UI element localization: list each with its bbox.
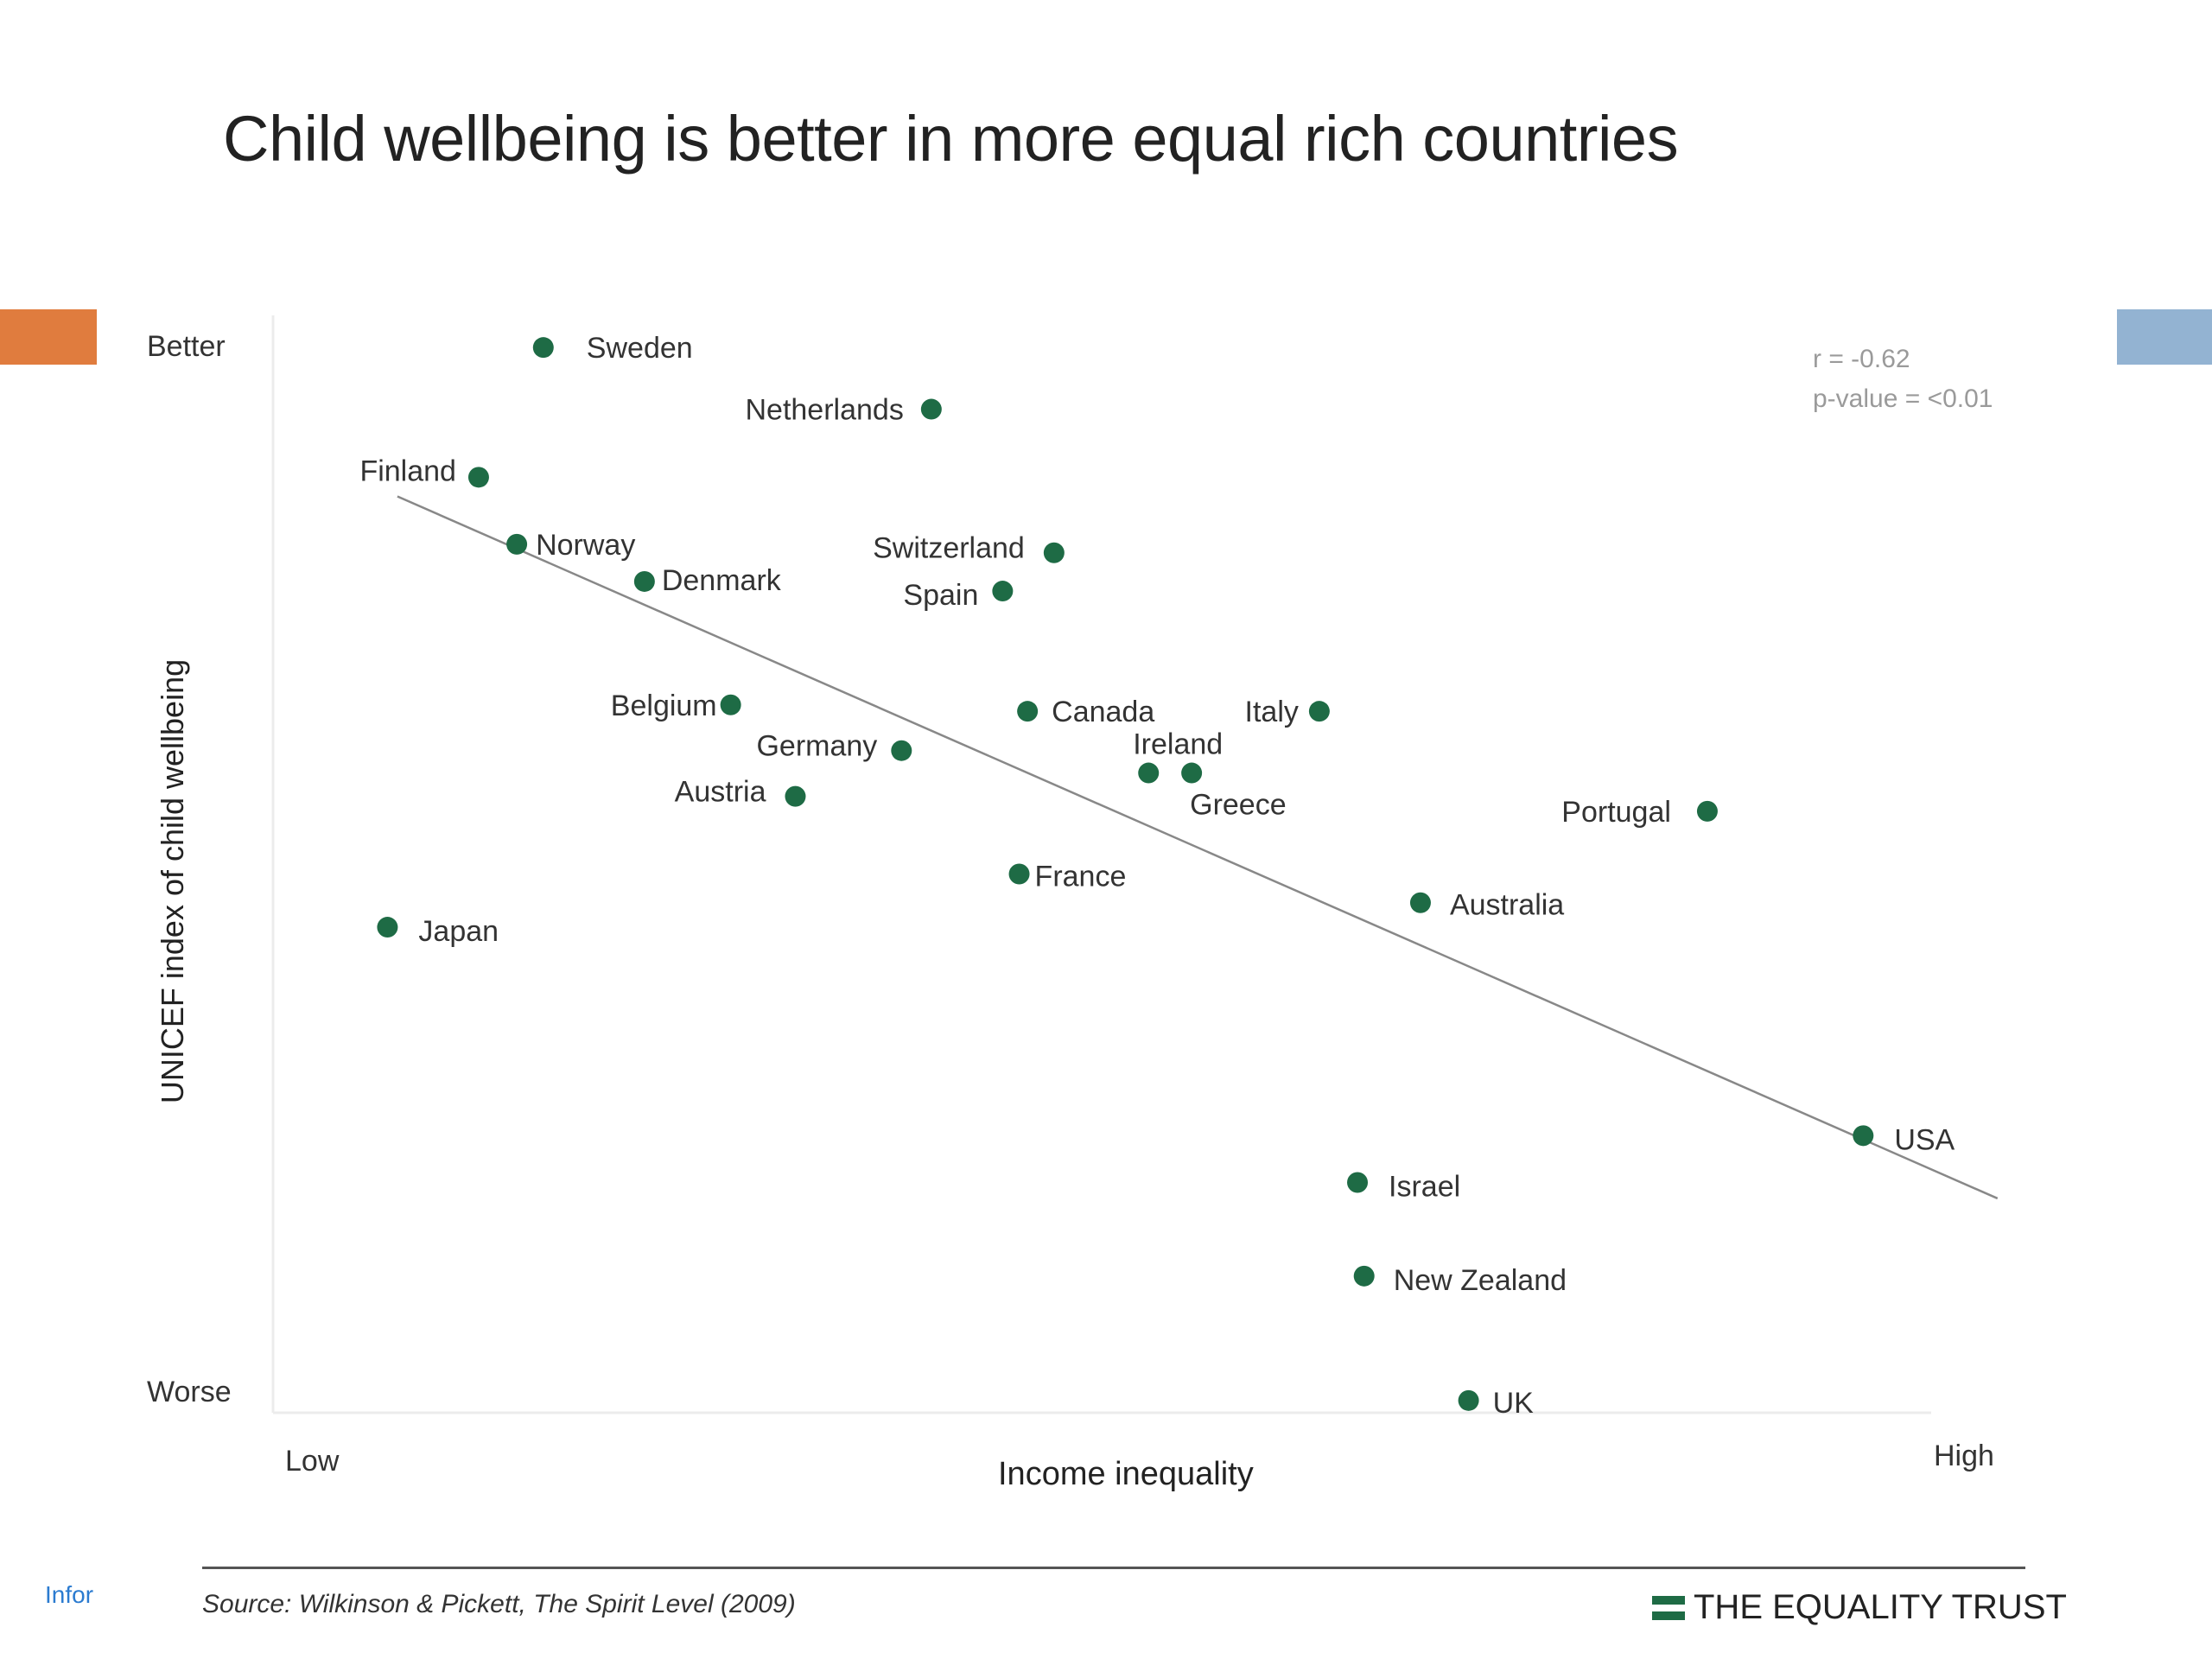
equals-icon: [1652, 1595, 1685, 1620]
left-accent-tab: [0, 309, 97, 365]
point-norway: [506, 533, 528, 555]
point-canada: [1017, 701, 1039, 722]
label-greece: Greece: [1190, 789, 1287, 822]
label-italy: Italy: [1245, 696, 1299, 728]
label-canada: Canada: [1052, 696, 1154, 728]
label-denmark: Denmark: [662, 564, 782, 597]
point-ireland: [1138, 762, 1160, 784]
label-finland: Finland: [359, 454, 456, 487]
label-new-zealand: New Zealand: [1394, 1264, 1567, 1297]
correlation-stats: r = -0.62 p-value = <0.01: [1813, 340, 1993, 419]
point-australia: [1409, 892, 1431, 913]
correlation-r: r = -0.62: [1813, 345, 1910, 373]
label-belgium: Belgium: [611, 690, 717, 722]
point-spain: [992, 581, 1014, 602]
label-austria: Austria: [675, 776, 766, 809]
label-portugal: Portugal: [1561, 796, 1671, 829]
label-uk: UK: [1493, 1387, 1535, 1420]
label-france: France: [1035, 861, 1127, 893]
point-italy: [1308, 701, 1330, 722]
x-axis-title: Income inequality: [998, 1456, 1254, 1492]
point-netherlands: [920, 398, 942, 420]
point-usa: [1853, 1125, 1874, 1147]
brand-name: THE EQUALITY TRUST: [1694, 1588, 2067, 1626]
label-germany: Germany: [756, 730, 877, 763]
point-portugal: [1696, 800, 1718, 822]
source-citation: Source: Wilkinson & Pickett, The Spirit …: [202, 1590, 796, 1618]
trend-line: [397, 495, 1999, 1200]
chart-title: Child wellbeing is better in more equal …: [223, 103, 1679, 175]
right-accent-tab: [2117, 309, 2212, 365]
y-low-label: Worse: [147, 1376, 232, 1408]
y-high-label: Better: [147, 330, 226, 363]
label-norway: Norway: [536, 529, 635, 562]
point-belgium: [720, 694, 741, 715]
point-switzerland: [1043, 542, 1065, 563]
y-axis-title: UNICEF index of child wellbeing: [155, 658, 190, 1104]
footer-divider: [202, 1567, 2025, 1569]
label-spain: Spain: [903, 579, 978, 612]
point-austria: [785, 785, 806, 807]
point-germany: [891, 740, 912, 761]
footer-left-text: Infor: [45, 1581, 94, 1608]
point-sweden: [532, 337, 554, 359]
point-uk: [1458, 1389, 1479, 1411]
point-japan: [377, 917, 398, 938]
point-new-zealand: [1353, 1265, 1375, 1287]
label-usa: USA: [1894, 1123, 1955, 1156]
point-greece: [1181, 762, 1203, 784]
label-japan: Japan: [418, 915, 499, 948]
point-finland: [467, 467, 489, 488]
point-israel: [1347, 1172, 1369, 1193]
label-israel: Israel: [1389, 1170, 1460, 1203]
x-high-label: High: [1934, 1440, 1994, 1472]
label-australia: Australia: [1450, 889, 1564, 922]
brand-logo: THE EQUALITY TRUST: [1652, 1588, 2067, 1627]
label-switzerland: Switzerland: [873, 532, 1025, 565]
correlation-p: p-value = <0.01: [1813, 385, 1993, 413]
label-sweden: Sweden: [587, 332, 693, 365]
x-low-label: Low: [285, 1445, 340, 1478]
label-ireland: Ireland: [1133, 728, 1223, 761]
point-france: [1008, 863, 1030, 885]
label-netherlands: Netherlands: [745, 394, 903, 427]
point-denmark: [633, 570, 655, 592]
